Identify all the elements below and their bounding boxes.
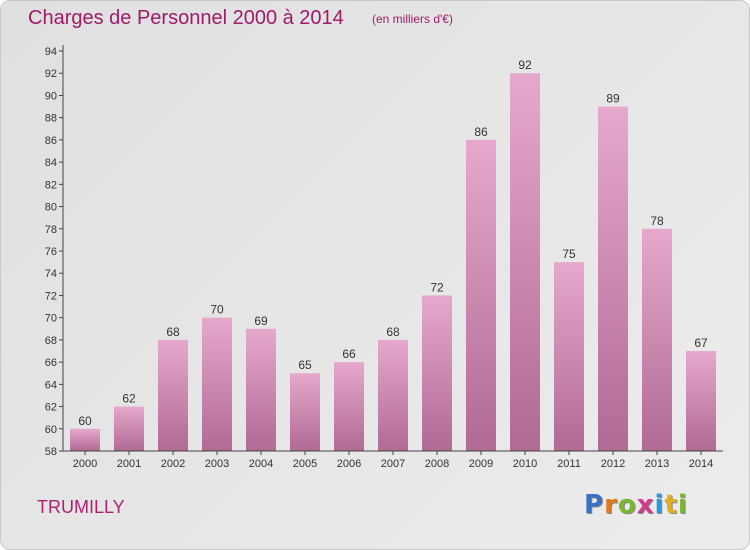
chart-subtitle: (en milliers d'€) <box>372 12 453 26</box>
bar <box>334 362 364 451</box>
bar-value-label: 67 <box>694 336 708 350</box>
bar <box>642 228 672 451</box>
logo-letter: i <box>654 490 665 520</box>
bar <box>378 339 408 451</box>
x-tick-label: 2013 <box>645 458 669 470</box>
x-tick-label: 2011 <box>557 458 581 470</box>
logo-letter: x <box>636 490 655 520</box>
bar-value-label: 62 <box>122 392 136 406</box>
y-tick-label: 76 <box>45 246 57 258</box>
y-tick-label: 74 <box>45 268 57 280</box>
y-tick-label: 92 <box>45 68 57 80</box>
bar-value-label: 72 <box>430 280 444 294</box>
y-tick-label: 86 <box>45 135 57 147</box>
bar <box>422 295 452 451</box>
y-tick-label: 60 <box>45 424 57 436</box>
y-tick-label: 80 <box>45 202 57 214</box>
y-tick-label: 72 <box>45 290 57 302</box>
bar <box>686 351 716 451</box>
bar-value-label: 78 <box>650 214 664 228</box>
bar <box>466 139 496 451</box>
proxiti-logo[interactable]: Proxiti <box>584 490 688 520</box>
x-tick-label: 2001 <box>117 458 141 470</box>
bar <box>202 317 232 451</box>
bar <box>290 373 320 451</box>
logo-letter: o <box>617 490 637 520</box>
y-tick-label: 68 <box>45 335 57 347</box>
bar <box>598 106 628 452</box>
bar-value-label: 65 <box>298 358 312 372</box>
x-tick-label: 2003 <box>205 458 229 470</box>
x-tick-label: 2014 <box>689 458 713 470</box>
x-tick-label: 2009 <box>469 458 493 470</box>
x-tick-label: 2008 <box>425 458 449 470</box>
bar-value-label: 68 <box>166 325 180 339</box>
bar-value-label: 68 <box>386 325 400 339</box>
logo-letter: t <box>664 490 678 520</box>
bar <box>114 406 144 451</box>
bar <box>510 73 540 451</box>
y-tick-label: 78 <box>45 224 57 236</box>
x-tick-label: 2000 <box>73 458 97 470</box>
bar-value-label: 92 <box>518 58 532 72</box>
x-tick-label: 2005 <box>293 458 317 470</box>
commune-name: TRUMILLY <box>37 497 125 517</box>
bar <box>246 328 276 451</box>
bar <box>554 262 584 451</box>
bar-value-label: 86 <box>474 125 488 139</box>
bar-value-label: 89 <box>606 92 620 106</box>
y-tick-label: 82 <box>45 179 57 191</box>
y-tick-label: 58 <box>45 446 57 458</box>
bar-value-label: 69 <box>254 314 268 328</box>
chart-title: Charges de Personnel 2000 à 2014 <box>28 7 344 29</box>
y-tick-label: 94 <box>45 46 57 58</box>
bar-value-label: 60 <box>78 414 92 428</box>
bar-value-label: 75 <box>562 247 576 261</box>
logo-letter: i <box>677 490 688 520</box>
y-tick-label: 84 <box>45 157 57 169</box>
bar <box>70 428 100 451</box>
y-tick-label: 64 <box>45 379 57 391</box>
bar-value-label: 66 <box>342 347 356 361</box>
x-tick-label: 2004 <box>249 458 273 470</box>
y-tick-label: 70 <box>45 313 57 325</box>
x-tick-label: 2002 <box>161 458 185 470</box>
logo-letter: r <box>604 490 618 520</box>
bar-value-label: 70 <box>210 303 224 317</box>
x-tick-label: 2006 <box>337 458 361 470</box>
logo-letter: P <box>584 490 605 520</box>
y-tick-label: 90 <box>45 90 57 102</box>
x-tick-label: 2007 <box>381 458 405 470</box>
y-tick-label: 62 <box>45 402 57 414</box>
y-tick-label: 88 <box>45 113 57 125</box>
x-tick-label: 2010 <box>513 458 537 470</box>
x-tick-label: 2012 <box>601 458 625 470</box>
y-tick-label: 66 <box>45 357 57 369</box>
bar <box>158 339 188 451</box>
